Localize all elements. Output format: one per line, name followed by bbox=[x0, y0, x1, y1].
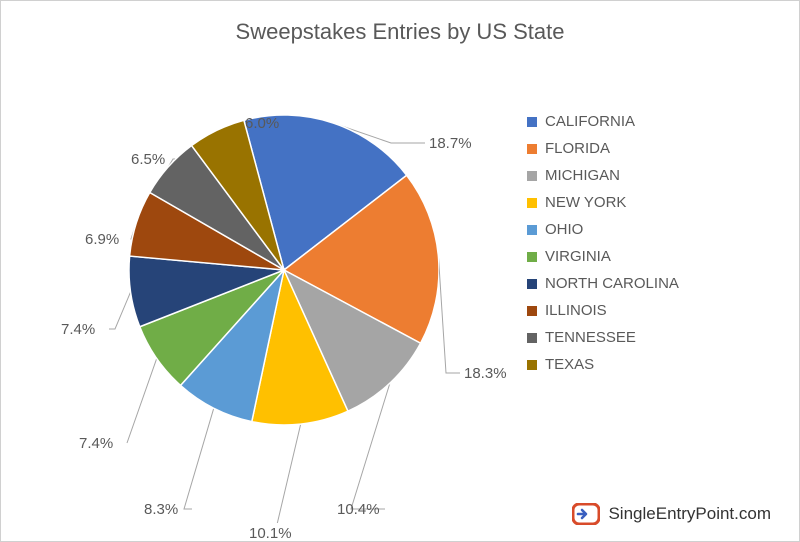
legend-swatch bbox=[527, 306, 537, 316]
legend-swatch bbox=[527, 117, 537, 127]
slice-percent-label: 6.0% bbox=[245, 115, 279, 132]
legend-label: TEXAS bbox=[545, 356, 594, 373]
legend-item: CALIFORNIA bbox=[527, 113, 737, 130]
chart-title: Sweepstakes Entries by US State bbox=[19, 19, 781, 45]
brand-text: SingleEntryPoint.com bbox=[608, 504, 771, 524]
legend-swatch bbox=[527, 225, 537, 235]
legend-label: ILLINOIS bbox=[545, 302, 607, 319]
leader-line bbox=[109, 292, 131, 329]
legend-swatch bbox=[527, 252, 537, 262]
legend-label: NORTH CAROLINA bbox=[545, 275, 679, 292]
legend-item: ILLINOIS bbox=[527, 302, 737, 319]
legend-swatch bbox=[527, 171, 537, 181]
legend-swatch bbox=[527, 198, 537, 208]
slice-percent-label: 18.7% bbox=[429, 135, 472, 152]
slice-percent-label: 10.4% bbox=[337, 501, 380, 518]
slice-percent-label: 10.1% bbox=[249, 525, 292, 542]
slice-percent-label: 6.5% bbox=[131, 151, 165, 168]
pie-wrap bbox=[129, 115, 439, 425]
brand-logo-icon bbox=[572, 503, 600, 525]
legend-label: MICHIGAN bbox=[545, 167, 620, 184]
legend-swatch bbox=[527, 279, 537, 289]
legend-label: CALIFORNIA bbox=[545, 113, 635, 130]
leader-line bbox=[275, 424, 301, 523]
slice-percent-label: 6.9% bbox=[85, 231, 119, 248]
legend-item: NORTH CAROLINA bbox=[527, 275, 737, 292]
legend-item: FLORIDA bbox=[527, 140, 737, 157]
legend-item: MICHIGAN bbox=[527, 167, 737, 184]
legend-swatch bbox=[527, 333, 537, 343]
brand: SingleEntryPoint.com bbox=[572, 503, 771, 525]
chart-container: Sweepstakes Entries by US State 18.7% 18.… bbox=[1, 1, 799, 541]
legend-item: TEXAS bbox=[527, 356, 737, 373]
legend-item: OHIO bbox=[527, 221, 737, 238]
legend-label: VIRGINIA bbox=[545, 248, 611, 265]
legend-swatch bbox=[527, 144, 537, 154]
slice-percent-label: 8.3% bbox=[144, 501, 178, 518]
legend-item: NEW YORK bbox=[527, 194, 737, 211]
chart-area: 18.7%18.3%10.4%10.1%8.3%7.4%7.4%6.9%6.5%… bbox=[19, 53, 781, 483]
legend-label: TENNESSEE bbox=[545, 329, 636, 346]
legend-swatch bbox=[527, 360, 537, 370]
legend: CALIFORNIA FLORIDA MICHIGAN NEW YORK OHIO VIR… bbox=[527, 113, 737, 383]
legend-label: FLORIDA bbox=[545, 140, 610, 157]
legend-label: NEW YORK bbox=[545, 194, 626, 211]
legend-item: VIRGINIA bbox=[527, 248, 737, 265]
leader-line bbox=[438, 257, 460, 373]
slice-percent-label: 7.4% bbox=[79, 435, 113, 452]
legend-label: OHIO bbox=[545, 221, 583, 238]
legend-item: TENNESSEE bbox=[527, 329, 737, 346]
slice-percent-label: 18.3% bbox=[464, 365, 507, 382]
pie-chart bbox=[129, 115, 439, 425]
slice-percent-label: 7.4% bbox=[61, 321, 95, 338]
